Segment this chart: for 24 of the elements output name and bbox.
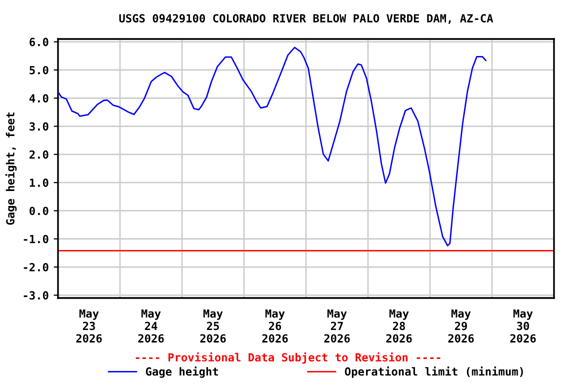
y-tick-label: 0.0 bbox=[30, 206, 48, 216]
y-tick-label: 5.0 bbox=[30, 66, 48, 74]
text: ---- Provisional Data Subject to Revision ---- bbox=[136, 352, 440, 364]
x-tick-label: May 25 2026 bbox=[200, 309, 226, 343]
y-axis-title: Gage height, feet bbox=[5, 112, 17, 225]
x-tick-label: May 29 2026 bbox=[448, 309, 474, 343]
x-tick-label: May 27 2026 bbox=[324, 309, 350, 343]
y-tick-label: 4.0 bbox=[29, 94, 48, 102]
x-tick-label: May 28 2026 bbox=[386, 309, 412, 343]
legend-label: Operational limit (minimum) bbox=[344, 366, 523, 378]
x-tick-label: May 30 2026 bbox=[510, 309, 536, 343]
legend-label: Gage height bbox=[146, 366, 218, 378]
x-tick-label: May 23 2026 bbox=[76, 309, 102, 343]
y-tick-label: -3.0 bbox=[24, 291, 48, 300]
y-tick-label: -1.0 bbox=[24, 234, 48, 244]
chart-title: USGS 09429100 COLORADO RIVER BELOW PALO VERDE DAM, AZ-CA bbox=[119, 14, 494, 24]
y-tick-label: 1.0 bbox=[30, 178, 48, 187]
line-series bbox=[58, 46, 486, 246]
y-tick-label: 3.0 bbox=[30, 122, 48, 131]
y-tick-label: 6.0 bbox=[30, 38, 48, 46]
x-tick-label: May 24 2026 bbox=[138, 309, 164, 343]
y-tick-label: -2.0 bbox=[24, 263, 48, 272]
x-tick-label: May 26 2026 bbox=[262, 309, 288, 343]
y-tick-label: 2.0 bbox=[30, 150, 48, 159]
